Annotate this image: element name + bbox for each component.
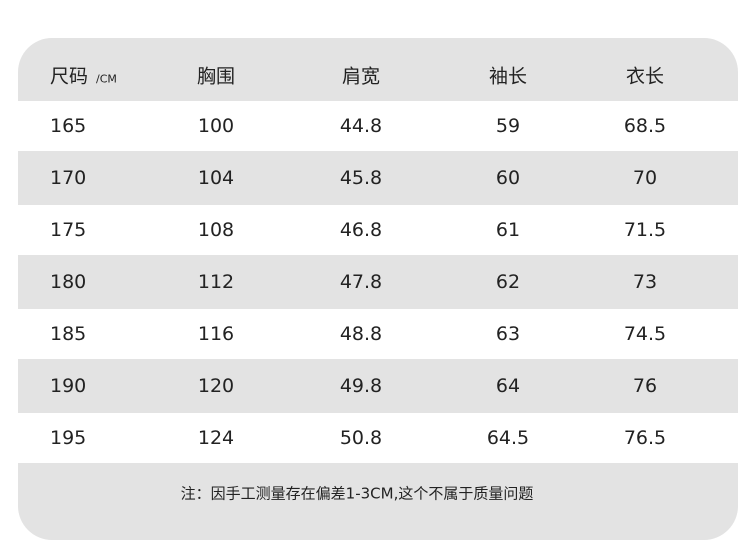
table-cell: 70 — [632, 167, 658, 189]
table-cell: 63 — [495, 323, 521, 345]
row-band — [0, 413, 750, 463]
table-cell: 165 — [50, 115, 87, 137]
table-cell: 73 — [632, 271, 658, 293]
table-cell: 185 — [50, 323, 87, 345]
table-cell: 112 — [197, 271, 235, 293]
table-cell: 116 — [197, 323, 235, 345]
table-cell: 108 — [197, 219, 235, 241]
header-cell: 袖长 — [488, 65, 528, 88]
row-band — [0, 101, 750, 151]
table-cell: 124 — [197, 427, 235, 449]
table-cell: 64 — [495, 375, 521, 397]
table-cell: 175 — [50, 219, 87, 241]
note: 注：因手工测量存在偏差1-3CM,这个不属于质量问题 — [180, 484, 534, 503]
table-cell: 76 — [632, 375, 658, 397]
header-cell: 肩宽 — [341, 65, 381, 88]
table-cell: 46.8 — [339, 219, 383, 241]
table-cell: 74.5 — [623, 323, 667, 345]
table-cell: 44.8 — [339, 115, 383, 137]
table-cell: 170 — [50, 167, 87, 189]
table-cell: 49.8 — [339, 375, 383, 397]
row-band — [0, 309, 750, 359]
table-cell: 71.5 — [623, 219, 667, 241]
table-cell: 190 — [50, 375, 87, 397]
table-cell: 47.8 — [339, 271, 383, 293]
table-cell: 120 — [197, 375, 235, 397]
table-cell: 61 — [495, 219, 521, 241]
table-cell: 45.8 — [339, 167, 383, 189]
table-cell: 180 — [50, 271, 87, 293]
header-cell: 胸围 — [196, 65, 236, 88]
table-cell: 76.5 — [623, 427, 667, 449]
table-cell: 60 — [495, 167, 521, 189]
unit: /CM — [96, 72, 117, 86]
table-cell: 100 — [197, 115, 235, 137]
table-cell: 195 — [50, 427, 87, 449]
table-cell: 68.5 — [623, 115, 667, 137]
table-cell: 59 — [495, 115, 521, 137]
table-cell: 64.5 — [486, 427, 530, 449]
row-band — [0, 205, 750, 255]
header-cell: 衣长 — [625, 65, 665, 88]
header-cell: 尺码/CM — [50, 65, 117, 88]
table-cell: 48.8 — [339, 323, 383, 345]
table-cell: 50.8 — [339, 427, 383, 449]
table-cell: 104 — [197, 167, 235, 189]
table-cell: 62 — [495, 271, 521, 293]
